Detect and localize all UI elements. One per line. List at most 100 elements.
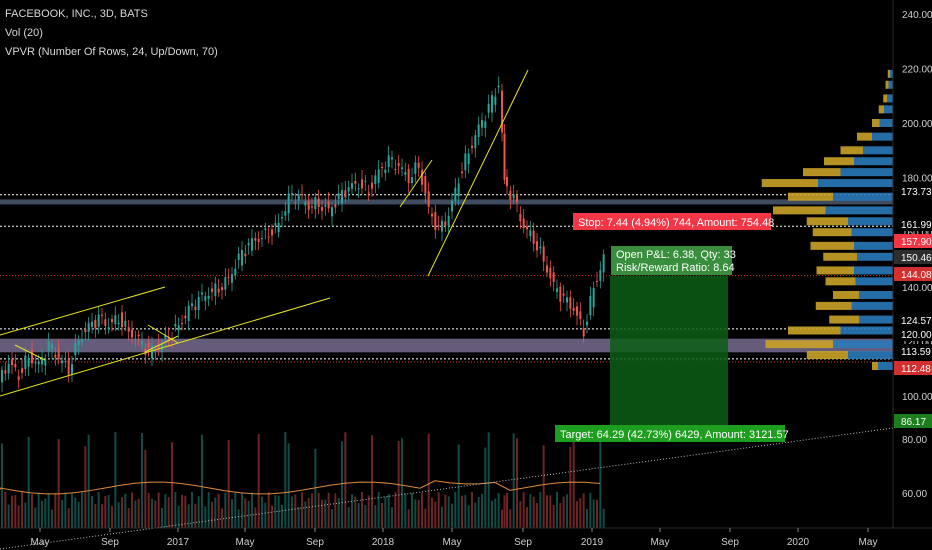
price-tag-box — [894, 250, 932, 264]
candle-body — [586, 321, 588, 326]
volume-bar — [461, 495, 463, 528]
volume-bar — [217, 493, 220, 528]
candle-body — [317, 198, 320, 208]
candle-body — [471, 145, 473, 148]
volume-bar — [477, 496, 480, 528]
price-tag-label: 157.90 — [901, 237, 932, 248]
candle-body — [221, 287, 223, 291]
vp-up-bar — [765, 340, 833, 349]
long-term-trendline — [0, 427, 894, 550]
volume-bar — [117, 502, 120, 528]
candle-body — [71, 364, 73, 375]
vp-up-bar — [885, 80, 889, 89]
volume-bar — [497, 493, 500, 528]
candle-body — [519, 213, 522, 222]
candle-body — [371, 182, 373, 189]
candle-body — [177, 325, 180, 331]
candle-body — [344, 190, 347, 198]
volume-bar — [377, 492, 380, 528]
x-tick-label: Sep — [721, 537, 739, 548]
volume-bar — [237, 509, 240, 528]
volume-bar — [582, 493, 585, 528]
candle-body — [117, 322, 120, 325]
y-tick-label: 180.00 — [902, 174, 932, 185]
volume-bar — [321, 499, 323, 528]
volume-bar — [134, 500, 137, 528]
vp-down-bar — [890, 69, 893, 78]
candle-body — [361, 179, 363, 189]
volume-bar — [157, 492, 160, 528]
volume-bar — [562, 496, 565, 528]
candle-body — [4, 370, 7, 374]
volume-bar — [54, 492, 57, 528]
volume-bar — [91, 496, 93, 528]
stop-label: Stop: 7.44 (4.94%) 744, Amount: 754.48 — [578, 217, 774, 229]
volume-bar — [407, 509, 410, 528]
candle-body — [61, 360, 63, 364]
candle-body — [267, 236, 270, 238]
candle-body — [394, 169, 397, 171]
candle-body — [314, 197, 317, 210]
candle-body — [461, 171, 463, 174]
candle-body — [503, 133, 506, 180]
volume-bar — [431, 497, 433, 528]
price-tag-box — [894, 184, 932, 198]
x-tick-label: Sep — [101, 537, 119, 548]
candle-body — [211, 288, 213, 292]
vp-up-bar — [872, 119, 880, 127]
trendline — [14, 344, 46, 361]
candle-body — [277, 222, 280, 233]
candle-body — [111, 319, 113, 323]
candle-body — [34, 362, 37, 364]
volume-bar — [414, 499, 417, 528]
volume-indicator-label[interactable]: Vol (20) — [5, 27, 43, 39]
candle-body — [364, 180, 367, 182]
volume-bar — [27, 436, 30, 528]
candle-body — [127, 326, 130, 332]
vp-up-bar — [803, 168, 841, 177]
vp-up-bar — [840, 146, 863, 155]
candle-body — [566, 297, 568, 303]
volume-bar — [181, 494, 183, 528]
candle-body — [427, 191, 430, 207]
candle-body — [367, 192, 370, 194]
candle-body — [569, 297, 572, 309]
volume-bar — [44, 498, 47, 528]
candle-body — [559, 286, 562, 302]
volume-bar — [579, 498, 582, 528]
volume-bar — [526, 507, 528, 528]
trendline — [0, 297, 331, 397]
candle-body — [124, 320, 127, 327]
candle-body — [141, 341, 143, 345]
price-tag-box — [894, 361, 932, 375]
vpvr-indicator-label[interactable]: VPVR (Number Of Rows, 24, Up/Down, 70) — [5, 46, 218, 58]
candle-body — [257, 238, 260, 242]
candle-body — [589, 296, 592, 316]
volume-bar — [254, 507, 257, 528]
price-tag-box — [894, 344, 932, 358]
volume-bar — [364, 504, 367, 528]
volume-bar — [344, 432, 347, 528]
candle-body — [11, 359, 13, 366]
candle-body — [47, 341, 50, 351]
candle-body — [191, 303, 193, 307]
vp-up-bar — [857, 132, 872, 141]
candle-body — [274, 223, 277, 226]
candle-body — [582, 328, 585, 337]
volume-bar — [467, 505, 470, 528]
volume-bar — [337, 498, 340, 528]
volume-bar — [47, 493, 50, 528]
volume-bar — [454, 492, 457, 528]
price-tag-label: 113.59 — [901, 347, 931, 358]
vp-down-bar — [833, 340, 893, 349]
volume-bar — [556, 492, 558, 528]
volume-bar — [131, 492, 133, 528]
target-label: Target: 64.29 (42.73%) 6429, Amount: 312… — [560, 429, 789, 441]
volume-bar — [522, 492, 525, 528]
candle-body — [164, 334, 167, 339]
candle-body — [261, 238, 263, 240]
candle-body — [497, 85, 500, 88]
volume-bar — [51, 509, 53, 528]
candle-body — [592, 288, 595, 308]
